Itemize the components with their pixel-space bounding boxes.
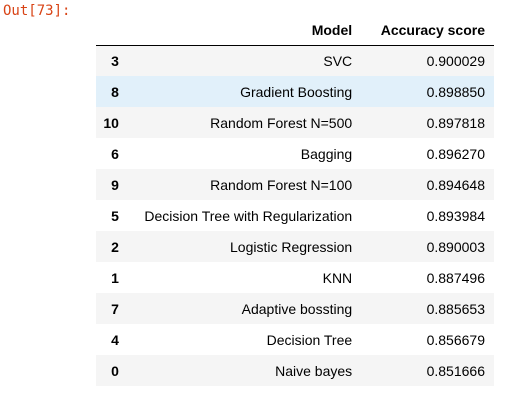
table-row: 5 Decision Tree with Regularization 0.89… [96, 200, 494, 231]
table-row: 7 Adaptive bossting 0.885653 [96, 293, 494, 324]
row-index: 9 [111, 176, 119, 193]
table-row: 4 Decision Tree 0.856679 [96, 324, 494, 355]
row-index: 6 [111, 145, 119, 162]
score-cell: 0.893984 [426, 207, 485, 224]
table-row: 10 Random Forest N=500 0.897818 [96, 107, 494, 138]
score-cell: 0.885653 [426, 300, 485, 317]
row-index: 3 [111, 52, 119, 69]
row-index: 10 [103, 114, 119, 131]
row-index: 1 [111, 269, 119, 286]
score-cell: 0.898850 [426, 83, 485, 100]
index-header [96, 16, 119, 46]
model-cell: Adaptive bossting [241, 300, 353, 317]
row-index: 5 [111, 207, 119, 224]
table-header-row: Model Accuracy score [96, 16, 494, 46]
table-row: 3 SVC 0.900029 [96, 45, 494, 76]
table-row: 8 Gradient Boosting 0.898850 [96, 76, 494, 107]
model-cell: Decision Tree with Regularization [144, 207, 353, 224]
table-row: 2 Logistic Regression 0.890003 [96, 231, 494, 262]
score-cell: 0.897818 [426, 114, 485, 131]
score-cell: 0.856679 [426, 331, 485, 348]
score-cell: 0.887496 [426, 269, 485, 286]
model-cell: Random Forest N=500 [210, 114, 353, 131]
table-row: 9 Random Forest N=100 0.894648 [96, 169, 494, 200]
model-cell: Naive bayes [275, 362, 353, 379]
model-header: Model [118, 16, 353, 46]
score-cell: 0.896270 [426, 145, 485, 162]
score-cell: 0.851666 [426, 362, 485, 379]
model-cell: Gradient Boosting [240, 83, 353, 100]
row-index: 0 [111, 362, 119, 379]
model-cell: SVC [323, 52, 353, 69]
dataframe-table: Model Accuracy score 3 SVC 0.900029 8 Gr… [96, 16, 494, 386]
table-row: 6 Bagging 0.896270 [96, 138, 494, 169]
accuracy-score-header: Accuracy score [352, 16, 494, 46]
row-index: 4 [111, 331, 119, 348]
row-index: 8 [111, 83, 119, 100]
model-cell: Logistic Regression [230, 238, 353, 255]
score-cell: 0.890003 [426, 238, 485, 255]
table-row: 1 KNN 0.887496 [96, 262, 494, 293]
output-prompt: Out[73]: [3, 3, 71, 19]
row-index: 2 [111, 238, 119, 255]
model-cell: Random Forest N=100 [210, 176, 353, 193]
model-cell: Decision Tree [266, 331, 353, 348]
model-cell: KNN [322, 269, 353, 286]
model-cell: Bagging [300, 145, 353, 162]
table-row: 0 Naive bayes 0.851666 [96, 355, 494, 386]
score-cell: 0.900029 [426, 52, 485, 69]
row-index: 7 [111, 300, 119, 317]
score-cell: 0.894648 [426, 176, 485, 193]
